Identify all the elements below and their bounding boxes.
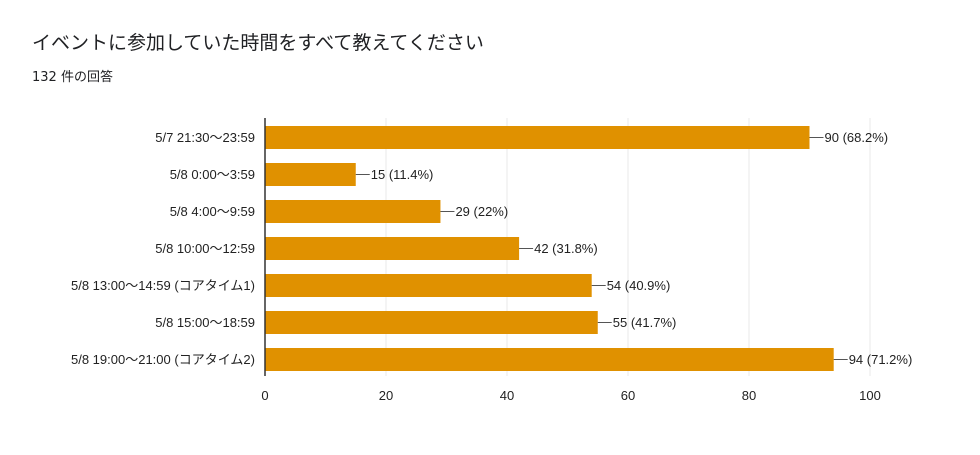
x-tick-label: 60	[621, 388, 635, 403]
data-label: 15 (11.4%)	[371, 167, 434, 182]
data-label: 94 (71.2%)	[849, 352, 913, 367]
x-tick-label: 40	[500, 388, 514, 403]
category-label: 5/8 15:00〜18:59	[155, 315, 255, 330]
bar	[265, 200, 441, 223]
x-tick-label: 80	[742, 388, 756, 403]
category-label: 5/8 4:00〜9:59	[170, 204, 255, 219]
x-tick-label: 20	[379, 388, 393, 403]
data-label: 90 (68.2%)	[825, 130, 889, 145]
bar	[265, 163, 356, 186]
category-label: 5/8 0:00〜3:59	[170, 167, 255, 182]
bar	[265, 237, 520, 260]
data-label: 42 (31.8%)	[534, 241, 598, 256]
bar	[265, 348, 834, 371]
response-count: 132 件の回答	[32, 70, 113, 85]
category-label: 5/8 13:00〜14:59 (コアタイム1)	[71, 278, 255, 293]
data-label: 55 (41.7%)	[613, 315, 677, 330]
chart-title: イベントに参加していた時間をすべて教えてください	[32, 32, 484, 54]
bar	[265, 274, 592, 297]
data-label: 54 (40.9%)	[607, 278, 671, 293]
x-tick-label: 0	[261, 388, 268, 403]
bar	[265, 311, 598, 334]
category-label: 5/8 10:00〜12:59	[155, 241, 255, 256]
bar	[265, 126, 810, 149]
category-label: 5/7 21:30〜23:59	[155, 130, 255, 145]
x-tick-label: 100	[859, 388, 881, 403]
data-label: 29 (22%)	[455, 204, 508, 219]
category-label: 5/8 19:00〜21:00 (コアタイム2)	[71, 352, 255, 367]
